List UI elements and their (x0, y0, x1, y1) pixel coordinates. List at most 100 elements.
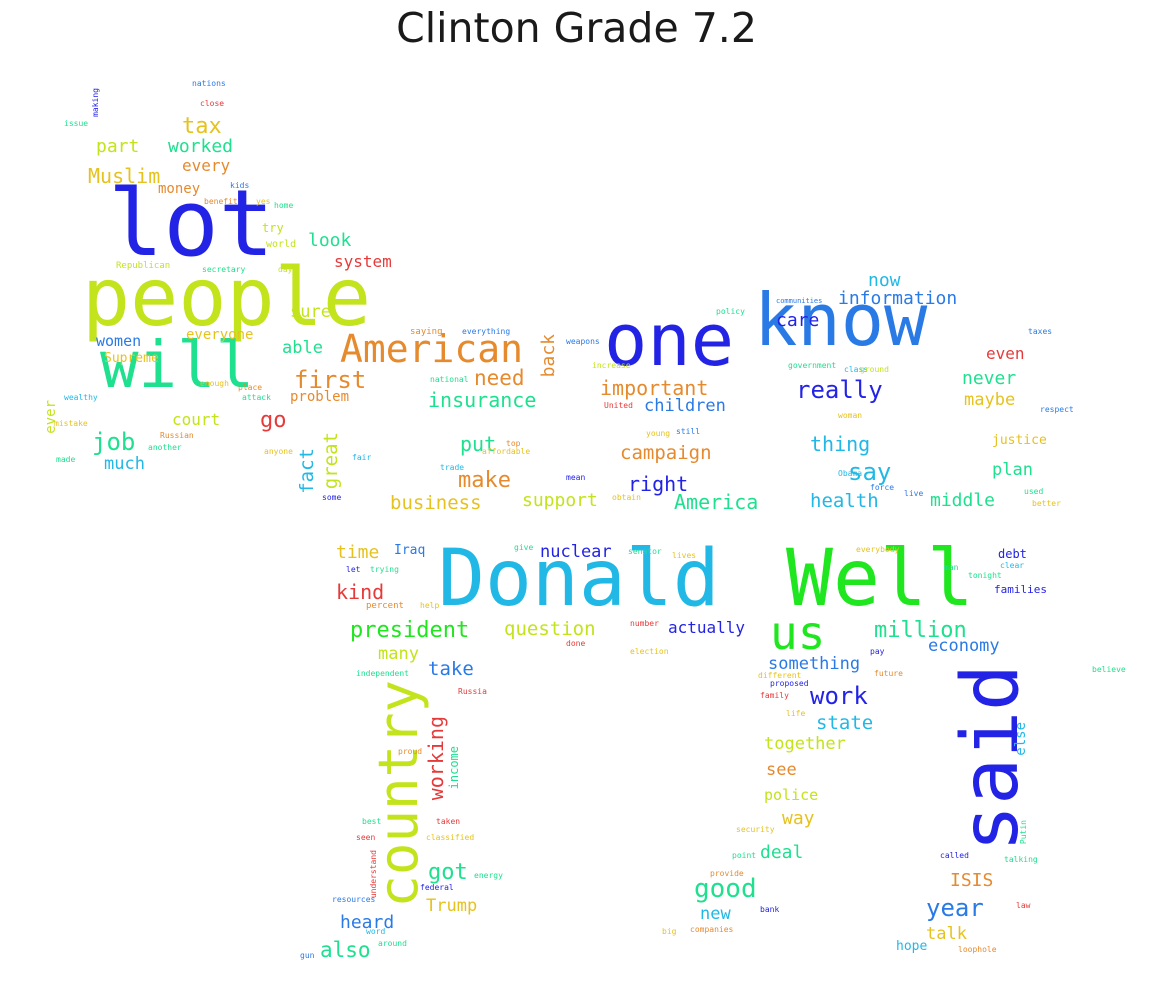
word-another: another (148, 443, 182, 452)
word-campaign: campaign (620, 442, 712, 464)
word-talk: talk (926, 924, 967, 944)
word-putin: Putin (1019, 820, 1028, 845)
word-talking: talking (1004, 855, 1038, 864)
word-good: good (694, 874, 757, 904)
word-know: know (754, 278, 928, 362)
word-really: really (796, 376, 883, 404)
word-police: police (764, 786, 819, 804)
word-future: future (874, 669, 903, 678)
word-republican: Republican (116, 261, 171, 271)
word-insurance: insurance (428, 388, 537, 412)
word-american: American (340, 327, 524, 371)
word-around: around (378, 939, 407, 948)
word-take: take (428, 658, 474, 680)
word-place: place (238, 383, 263, 392)
word-else: else (1013, 722, 1029, 756)
word-affordable: affordable (482, 447, 531, 456)
word-security: security (736, 825, 775, 834)
word-now: now (868, 270, 901, 291)
word-respect: respect (1040, 405, 1074, 414)
word-business: business (390, 492, 482, 514)
word-tonight: tonight (968, 571, 1002, 580)
word-help: help (420, 601, 440, 610)
word-federal: federal (420, 883, 454, 892)
word-ground: ground (860, 365, 889, 374)
word-enough: enough (200, 379, 229, 388)
word-working: working (424, 716, 448, 801)
word-much: much (104, 454, 145, 474)
word-nations: nations (192, 79, 226, 88)
word-america: America (674, 490, 759, 514)
word-done: done (566, 639, 586, 648)
word-nuclear: nuclear (540, 542, 612, 562)
word-trying: trying (370, 565, 399, 574)
word-every: every (182, 156, 231, 175)
word-believe: believe (1092, 665, 1126, 674)
word-point: point (732, 851, 757, 860)
word-make: make (458, 468, 511, 493)
word-russian: Russian (160, 431, 194, 440)
word-state: state (816, 712, 874, 734)
word-communities: communities (776, 297, 823, 305)
word-loophole: loophole (958, 945, 997, 954)
word-government: government (788, 361, 837, 370)
word-sure: sure (290, 302, 331, 322)
word-force: force (870, 483, 895, 492)
word-young: young (646, 429, 671, 438)
word-heard: heard (340, 912, 395, 933)
word-policy: policy (716, 307, 745, 316)
word-taxes: taxes (1028, 327, 1053, 336)
word-united: United (604, 401, 633, 410)
word-million: million (874, 618, 967, 643)
word-middle: middle (930, 490, 996, 511)
word-donald: Donald (438, 534, 720, 624)
word-put: put (460, 432, 497, 456)
word-money: money (158, 181, 201, 197)
word-percent: percent (366, 601, 404, 611)
word-obtain: obtain (612, 493, 641, 502)
word-ever: ever (43, 400, 59, 434)
word-children: children (644, 396, 726, 416)
word-still: still (676, 427, 701, 436)
word-maybe: maybe (964, 390, 1016, 410)
word-world: world (266, 239, 297, 250)
word-hope: hope (896, 939, 928, 954)
word-actually: actually (668, 618, 746, 637)
word-mean: mean (566, 473, 586, 482)
word-also: also (320, 938, 371, 962)
word-saying: saying (410, 327, 443, 337)
word-thing: thing (810, 432, 871, 456)
word-important: important (600, 376, 709, 400)
word-health: health (810, 490, 879, 512)
word-understand: understand (369, 850, 378, 899)
word-different: different (758, 671, 802, 680)
word-job: job (92, 428, 136, 456)
word-issue: issue (64, 119, 89, 128)
word-kids: kids (230, 181, 250, 190)
word-man: man (944, 563, 959, 572)
word-got: got (428, 860, 468, 885)
word-day: day (278, 265, 293, 274)
word-election: election (630, 647, 669, 656)
word-everyone: everyone (186, 327, 254, 343)
word-seen: seen (356, 833, 376, 842)
word-everything: everything (462, 327, 511, 336)
word-pay: pay (870, 647, 885, 656)
word-isis: ISIS (950, 870, 994, 891)
word-let: let (346, 565, 361, 574)
word-new: new (700, 904, 731, 924)
word-life: life (786, 709, 806, 718)
word-justice: justice (992, 433, 1047, 448)
word-court: court (172, 410, 221, 429)
word-will: will (100, 329, 255, 403)
word-weapons: weapons (566, 337, 600, 346)
word-senator: senator (628, 547, 662, 556)
word-trump: Trump (426, 896, 478, 916)
word-national: national (430, 375, 469, 384)
word-us: us (770, 606, 826, 660)
word-benefit: benefit (204, 197, 238, 206)
word-lot: lot (108, 170, 275, 277)
word-wealthy: wealthy (64, 393, 98, 402)
word-something: something (768, 654, 861, 674)
